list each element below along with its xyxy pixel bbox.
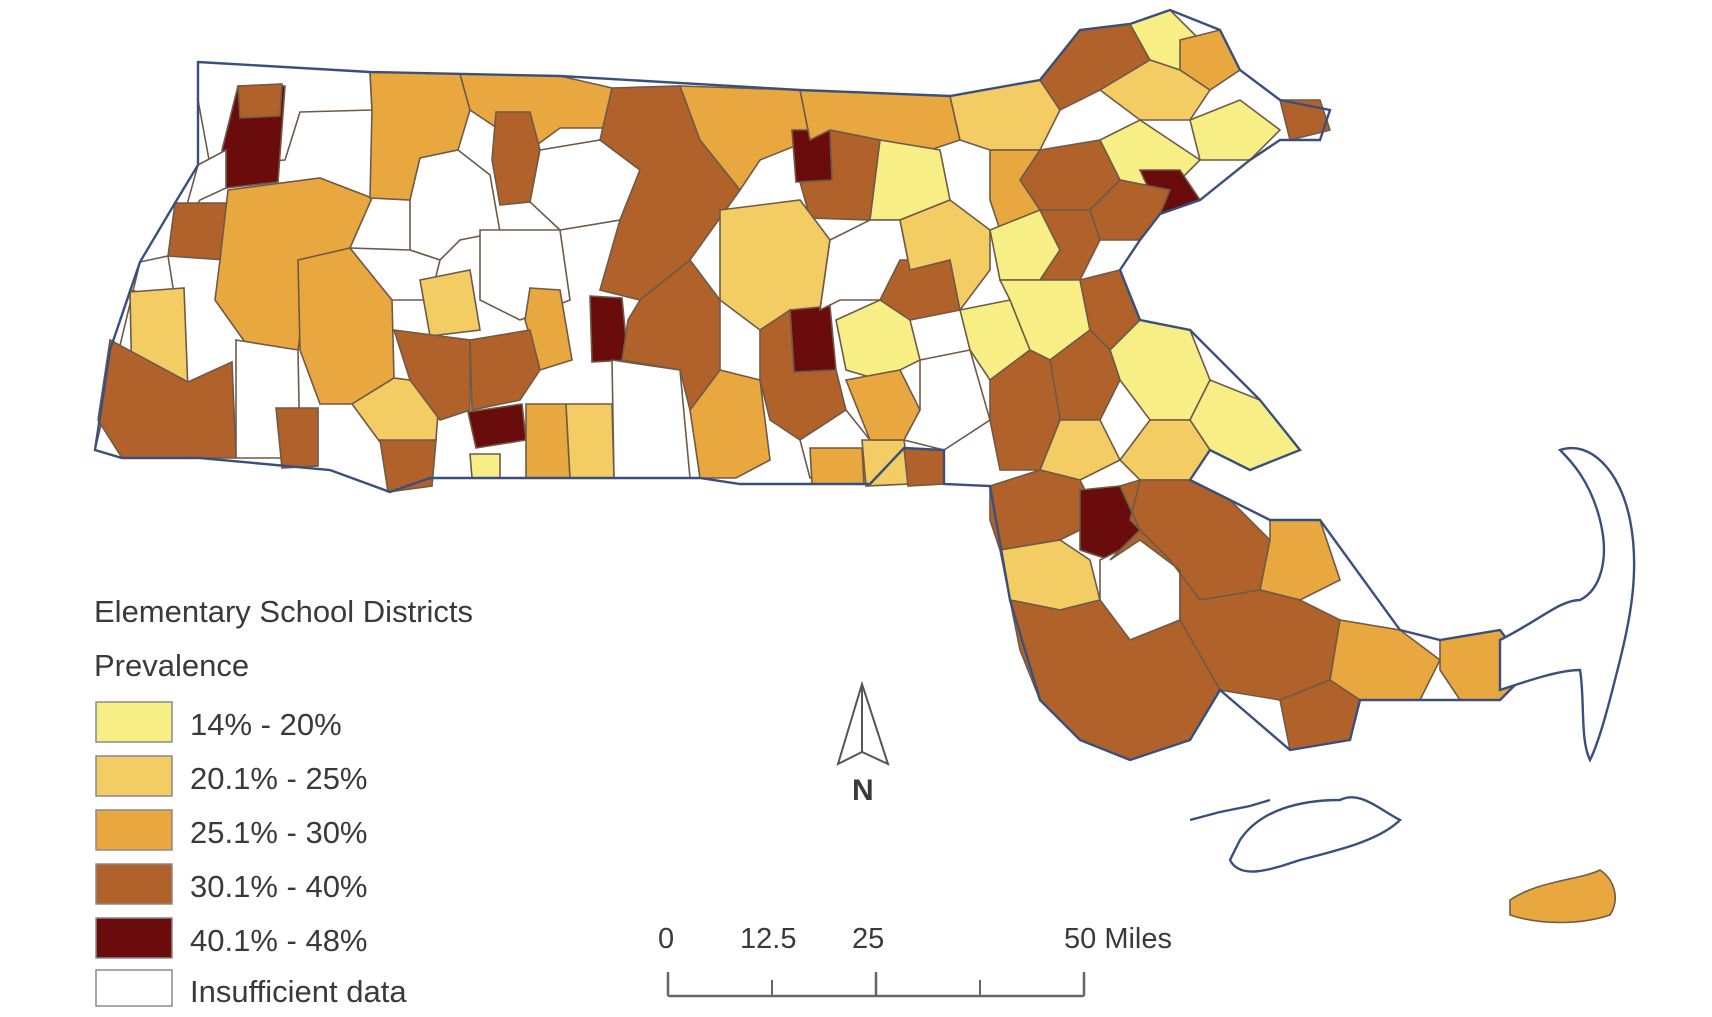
legend-label-6: Insufficient data [190,974,407,1009]
legend-label-4: 30.1% - 40% [190,869,368,904]
district-region [379,439,437,493]
legend-label-2: 20.1% - 25% [190,761,368,796]
elizabeth-islands [1189,798,1271,822]
district-region [903,447,945,487]
legend-swatch-4 [95,863,173,905]
north-arrow: N [836,680,890,807]
legend-swatch-5 [95,917,173,959]
district-region [1189,99,1282,161]
district-region [392,329,471,421]
legend-swatch-3 [95,809,173,851]
district-region [989,349,1061,471]
district-region [589,295,629,363]
legend-label-5: 40.1% - 48% [190,923,368,958]
district-region [899,199,991,312]
state-districts [94,9,1532,761]
district-region [524,287,573,372]
scale-tick-50: 50 Miles [1064,923,1172,955]
district-region [949,79,1061,151]
cape-cod [1498,447,1636,763]
district-region [611,359,691,479]
district-region [167,202,229,261]
legend-label-3: 25.1% - 30% [190,815,368,850]
district-region [789,305,837,373]
nantucket [1509,869,1616,924]
district-region [1329,619,1442,701]
district-region [275,407,319,469]
scale-bar: 0 12.5 25 50 Miles [658,923,1172,998]
legend-label-1: 14% - 20% [190,707,342,742]
district-region [525,403,571,479]
district-region [809,447,865,485]
scale-tick-25: 25 [852,923,884,955]
north-label: N [852,774,874,807]
district-region [458,73,613,151]
district-region [467,403,527,449]
scale-tick-0: 0 [658,923,674,955]
district-region [861,439,911,487]
legend-swatch-1 [95,701,173,743]
legend: Elementary School Districts Prevalence 1… [94,594,473,1009]
district-region [902,349,991,451]
marthas-vineyard [1228,796,1403,873]
legend-title: Elementary School Districts [94,594,473,629]
legend-subtitle: Prevalence [94,648,249,683]
district-region [419,269,481,337]
district-region [469,329,541,411]
legend-swatch-2 [95,755,173,797]
legend-swatch-6 [95,969,173,1007]
district-region [565,403,615,479]
district-region [1278,99,1332,141]
district-region [1179,29,1242,91]
state-outline [93,8,1532,762]
district-region [469,453,501,479]
scale-tick-12-5: 12.5 [740,923,796,955]
district-region [237,83,283,119]
